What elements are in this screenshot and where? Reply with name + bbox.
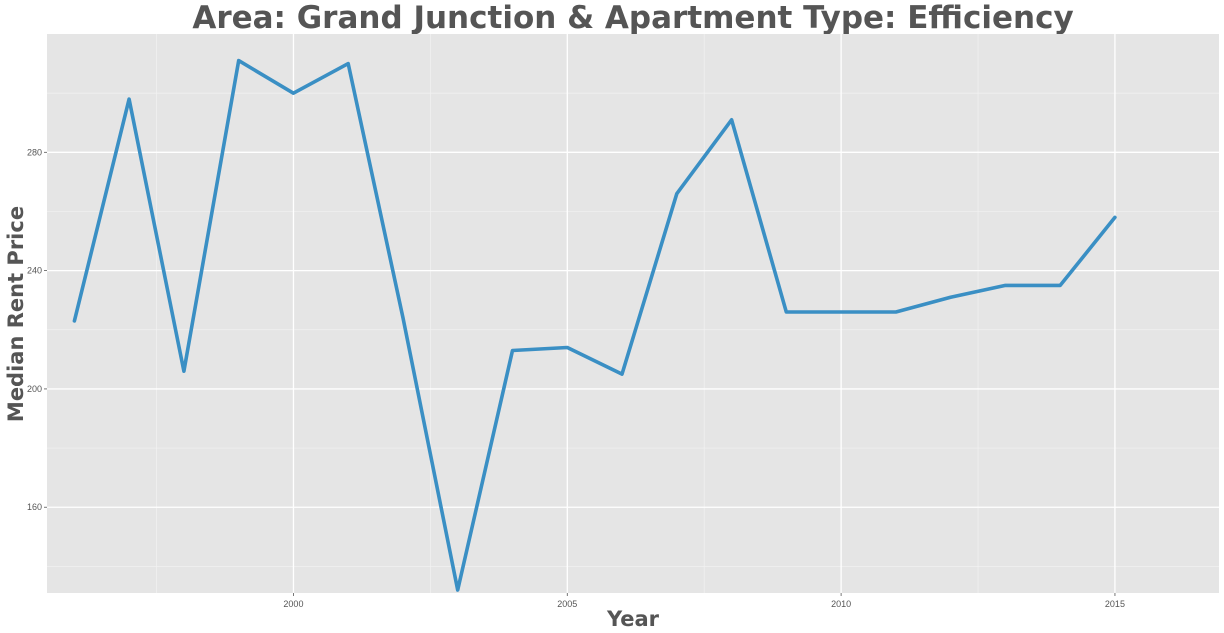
y-tick-label: 280: [27, 147, 42, 157]
series-line: [72, 58, 1117, 592]
y-tick-label: 160: [27, 502, 42, 512]
x-axis-ticks: 2000 2005 2010 2015: [283, 593, 1125, 609]
series-layer: [72, 58, 1117, 592]
x-tick-label: 2000: [283, 599, 303, 609]
plot-panel: [47, 34, 1219, 593]
x-axis-title: Year: [606, 607, 660, 631]
x-tick-label: 2005: [557, 599, 577, 609]
x-tick-label: 2015: [1105, 599, 1125, 609]
y-tick-label: 200: [27, 384, 42, 394]
y-axis-ticks: 160 200 240 280: [27, 147, 47, 512]
major-gridlines: [47, 34, 1219, 593]
minor-gridlines: [47, 34, 1219, 593]
x-tick-label: 2010: [831, 599, 851, 609]
y-tick-label: 240: [27, 266, 42, 276]
chart-title: Area: Grand Junction & Apartment Type: E…: [192, 0, 1073, 36]
y-axis-title: Median Rent Price: [4, 206, 28, 422]
